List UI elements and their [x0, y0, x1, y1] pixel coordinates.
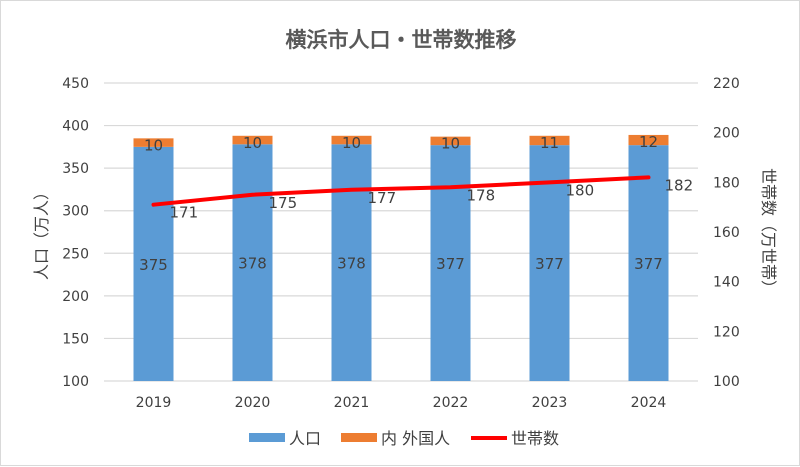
y2-tick-label: 100	[713, 374, 740, 390]
data-label-population: 377	[634, 255, 663, 273]
y2-tick-label: 160	[713, 225, 740, 241]
bar-population	[133, 146, 174, 381]
legend-swatch	[249, 433, 285, 442]
y-tick-label: 250	[62, 246, 89, 262]
y-tick-label: 200	[62, 289, 89, 305]
data-label-households: 178	[467, 186, 496, 204]
y2-tick-label: 140	[713, 275, 740, 291]
data-label-households: 180	[566, 181, 595, 199]
data-label-population: 377	[436, 255, 465, 273]
x-tick-label: 2021	[334, 395, 370, 411]
data-label-households: 171	[170, 204, 199, 222]
x-tick-label: 2022	[433, 395, 469, 411]
data-label-households: 182	[665, 176, 694, 194]
legend-swatch	[341, 433, 377, 442]
y-tick-label: 150	[62, 331, 89, 347]
bar-foreign	[133, 138, 174, 147]
data-label-population: 378	[238, 255, 267, 273]
y-axis-label: 人口（万人）	[32, 184, 51, 280]
bar-population	[331, 144, 372, 381]
chart-title: 横浜市人口・世帯数推移	[286, 28, 517, 52]
data-label-population: 375	[139, 256, 168, 274]
y2-tick-label: 180	[713, 175, 740, 191]
y2-axis-label: 世帯数（万世帯）	[759, 168, 778, 296]
x-tick-label: 2023	[532, 395, 568, 411]
y-tick-label: 300	[62, 204, 89, 220]
y-tick-label: 400	[62, 119, 89, 135]
bar-foreign	[430, 136, 471, 146]
y2-tick-label: 220	[713, 76, 740, 92]
data-label-population: 378	[337, 255, 366, 273]
y2-tick-label: 120	[713, 324, 740, 340]
bar-population	[430, 145, 471, 381]
data-label-foreign: 10	[441, 135, 460, 153]
y2-tick-label: 200	[713, 126, 740, 142]
line-households	[151, 175, 651, 207]
bar-foreign	[628, 134, 669, 146]
x-tick-label: 2020	[235, 395, 271, 411]
bar-foreign	[331, 135, 372, 145]
data-label-households: 175	[269, 194, 298, 212]
data-label-population: 377	[535, 255, 564, 273]
y-tick-label: 100	[62, 374, 89, 390]
data-label-households: 177	[368, 189, 397, 207]
y-tick-label: 350	[62, 161, 89, 177]
x-tick-label: 2019	[136, 395, 172, 411]
legend-label: 内 外国人	[381, 429, 450, 448]
bar-foreign	[529, 135, 570, 146]
bar-foreign	[232, 135, 273, 145]
y-tick-label: 450	[62, 76, 89, 92]
data-label-foreign: 10	[243, 134, 262, 152]
x-tick-label: 2024	[631, 395, 667, 411]
bar-population	[628, 145, 669, 381]
bar-population	[232, 144, 273, 381]
data-label-foreign: 10	[342, 134, 361, 152]
data-label-foreign: 10	[144, 136, 163, 154]
data-label-foreign: 12	[639, 133, 658, 151]
legend-label: 世帯数	[511, 429, 559, 448]
data-label-foreign: 11	[540, 134, 559, 152]
legend-label: 人口	[289, 429, 321, 448]
